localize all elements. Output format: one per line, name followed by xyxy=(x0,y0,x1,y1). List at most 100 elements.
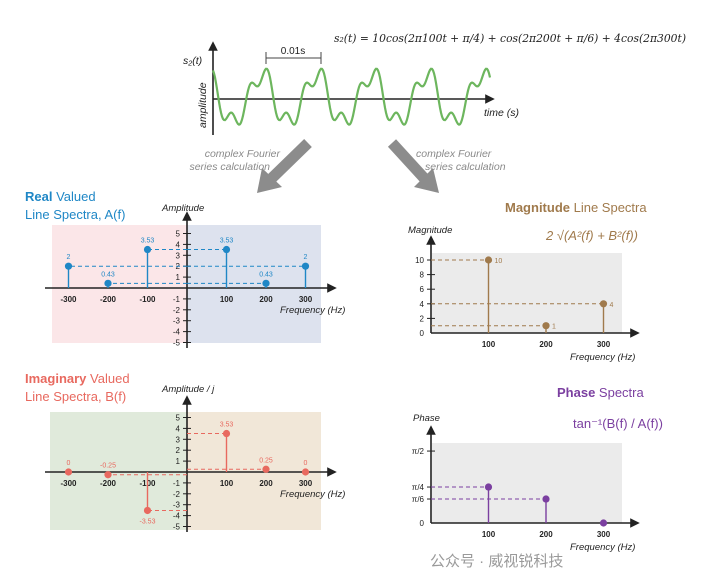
x-tick-label: -200 xyxy=(100,479,117,488)
y-axis-label: Amplitude / j xyxy=(161,384,215,395)
y-tick-label: -1 xyxy=(173,295,181,304)
y-tick-label: -2 xyxy=(173,306,181,315)
x-tick-label: 200 xyxy=(539,530,553,539)
plot-background xyxy=(187,412,321,530)
y-tick-label: π/6 xyxy=(412,495,425,504)
y-tick-label: -1 xyxy=(173,479,181,488)
y-tick-label: 0 xyxy=(420,519,425,528)
y-tick-label: 5 xyxy=(176,414,181,423)
y-tick-label: π/2 xyxy=(412,447,425,456)
value-label: 0 xyxy=(304,460,308,467)
y-tick-label: 3 xyxy=(176,251,181,260)
x-axis-label: Frequency (Hz) xyxy=(280,489,345,500)
x-tick-label: 100 xyxy=(220,479,234,488)
x-tick-label: 200 xyxy=(259,479,273,488)
y-tick-label: -3 xyxy=(173,317,181,326)
stem-point xyxy=(104,279,112,287)
stem-point xyxy=(301,262,310,270)
signal-name-label: s₂(t) xyxy=(183,55,202,67)
stem-point xyxy=(599,300,608,308)
value-label: 3.53 xyxy=(220,422,234,429)
arrow-head-icon xyxy=(257,168,282,193)
value-label: 0.43 xyxy=(101,271,115,278)
value-label: -3.53 xyxy=(140,518,156,525)
y-tick-label: 0 xyxy=(420,329,425,338)
plot-background xyxy=(432,253,622,333)
stem-point xyxy=(599,519,608,527)
y-tick-label: 4 xyxy=(176,240,181,249)
x-tick-label: 300 xyxy=(299,479,313,488)
y-tick-label: 4 xyxy=(420,300,425,309)
value-label: -0.25 xyxy=(100,463,116,470)
phase-title: Phase Spectra xyxy=(557,385,644,400)
value-label: 3.53 xyxy=(220,238,234,245)
stem-point xyxy=(143,506,152,515)
plot-background xyxy=(187,225,321,343)
imag-subtitle: Line Spectra, B(f) xyxy=(25,389,126,404)
period-dimension: 0.01s xyxy=(265,46,322,64)
y-axis-label: Magnitude xyxy=(408,225,452,236)
arrow-to-magnitude-phase: complex Fourier series calculation xyxy=(387,139,506,193)
signal-waveform xyxy=(211,67,492,126)
value-label: 1 xyxy=(552,324,556,331)
y-tick-label: 10 xyxy=(415,256,424,265)
y-tick-label: -3 xyxy=(173,501,181,510)
stem-point xyxy=(222,245,231,254)
x-tick-label: 100 xyxy=(482,340,496,349)
y-tick-label: 3 xyxy=(176,435,181,444)
x-tick-label: -300 xyxy=(60,479,77,488)
y-axis-label: Amplitude xyxy=(161,203,204,214)
real-spectrum-plot: Amplitude Frequency (Hz) -5 -4 -3 -2 -1 1 2 3 45 -3… xyxy=(45,203,345,348)
watermark: 公众号 · 威视锐科技 xyxy=(430,553,563,568)
x-tick-label: 200 xyxy=(539,340,553,349)
stem-point xyxy=(301,468,310,476)
x-axis-label: Frequency (Hz) xyxy=(280,305,345,316)
stem-point xyxy=(542,322,550,330)
x-tick-label: -100 xyxy=(139,295,156,304)
amplitude-axis-label: amplitude xyxy=(197,82,209,128)
imag-spectrum-plot: Amplitude / j Frequency (Hz) -5 -4 -3 -2 -1 1 2 3… xyxy=(45,384,345,532)
y-tick-label: -5 xyxy=(173,523,181,532)
value-label: 2 xyxy=(304,254,308,261)
phase-spectrum-plot: Phase Frequency (Hz) 0 π/6 π/4 π/2 100 200 300 xyxy=(412,413,640,553)
real-title: Real Valued xyxy=(25,189,96,204)
value-label: 0.25 xyxy=(259,457,273,464)
imag-title: Imaginary Valued xyxy=(25,371,130,386)
stem-point xyxy=(64,468,73,476)
x-tick-label: 100 xyxy=(482,530,496,539)
period-label: 0.01s xyxy=(281,46,305,57)
y-tick-label: 6 xyxy=(420,285,425,294)
x-axis-label: Frequency (Hz) xyxy=(570,352,635,363)
x-tick-label: 200 xyxy=(259,295,273,304)
stem-point xyxy=(262,279,270,287)
value-label: 4 xyxy=(610,302,614,309)
arrow-to-real-imag: complex Fourier series calculation xyxy=(189,139,312,193)
x-tick-label: 300 xyxy=(597,340,611,349)
plot-background xyxy=(432,443,622,523)
y-tick-label: π/4 xyxy=(412,483,425,492)
stem-point xyxy=(64,262,73,270)
stem-point xyxy=(484,256,493,264)
x-tick-label: -300 xyxy=(60,295,77,304)
value-label: 0 xyxy=(67,460,71,467)
y-tick-label: 8 xyxy=(420,271,425,280)
value-label: 2 xyxy=(67,254,71,261)
y-tick-label: -4 xyxy=(173,328,181,337)
x-tick-label: 300 xyxy=(597,530,611,539)
value-label: 0.43 xyxy=(259,271,273,278)
y-axis-label: Phase xyxy=(413,413,440,424)
signal-equation: s₂(t) = 10cos(2π100t + π/4) + cos(2π200t… xyxy=(334,32,686,45)
y-tick-label: -5 xyxy=(173,339,181,348)
stem-point xyxy=(484,483,493,491)
right-arrow-label-line2: series calculation xyxy=(425,161,506,173)
y-tick-label: 1 xyxy=(176,457,181,466)
y-tick-label: -2 xyxy=(173,490,181,499)
stem-point xyxy=(143,245,152,254)
plot-background xyxy=(52,225,187,343)
y-tick-label: 2 xyxy=(176,446,181,455)
x-axis-label: Frequency (Hz) xyxy=(570,542,635,553)
y-tick-label: 5 xyxy=(176,230,181,239)
magnitude-title: Magnitude Line Spectra xyxy=(505,200,647,215)
